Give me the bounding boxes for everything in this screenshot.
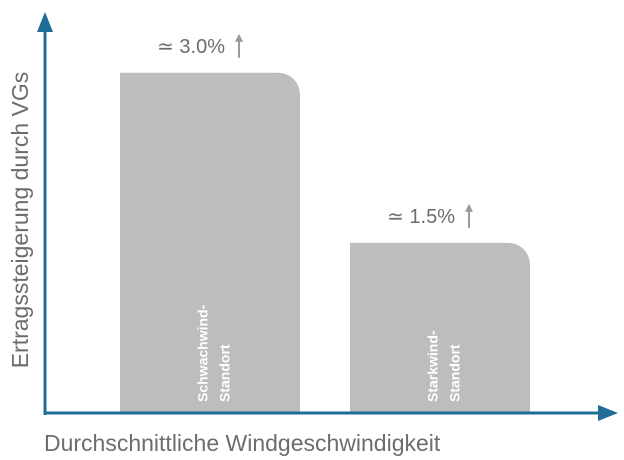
up-arrow-head bbox=[465, 203, 473, 212]
y-axis-arrow bbox=[37, 12, 53, 32]
category-label: Schwachwind- bbox=[195, 304, 211, 402]
value-label: ≃ 3.0% bbox=[157, 36, 225, 58]
x-axis-arrow bbox=[598, 405, 618, 421]
category-label: Standort bbox=[447, 344, 463, 402]
up-arrow-head bbox=[235, 33, 243, 42]
y-axis-label: Ertragssteigerung durch VGs bbox=[7, 72, 33, 369]
x-axis-label: Durchschnittliche Windgeschwindigkeit bbox=[44, 430, 441, 456]
category-label: Starkwind- bbox=[425, 330, 441, 402]
category-label: Standort bbox=[217, 344, 233, 402]
bar bbox=[120, 72, 300, 413]
bar bbox=[350, 242, 530, 413]
value-label: ≃ 1.5% bbox=[387, 206, 455, 228]
